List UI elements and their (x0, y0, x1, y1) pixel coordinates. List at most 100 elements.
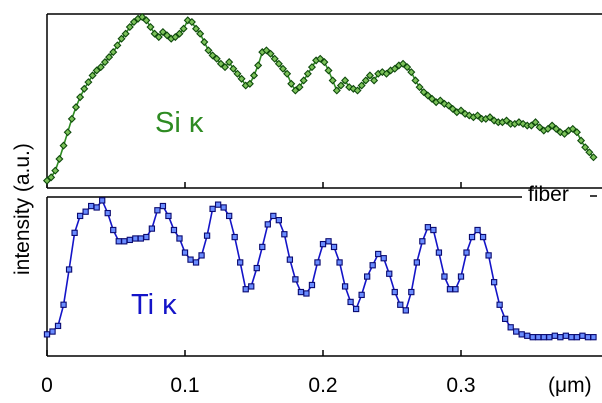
bottom-data-point-36 (242, 286, 249, 293)
bottom-data-point-88 (529, 334, 536, 341)
top-data-point-15 (105, 53, 114, 62)
ti-series-label: Ti κ (131, 289, 177, 321)
bottom-data-point-24 (176, 235, 183, 242)
bottom-data-point-72 (441, 273, 448, 280)
bottom-data-point-48 (308, 281, 316, 289)
top-data-point-17 (113, 41, 122, 50)
bottom-data-point-83 (502, 315, 509, 322)
top-data-point-132 (589, 153, 598, 162)
top-data-point-62 (299, 76, 308, 85)
bottom-data-point-54 (341, 283, 349, 290)
top-data-point-16 (109, 48, 118, 57)
bottom-data-point-91 (546, 334, 553, 341)
top-data-point-40 (208, 51, 217, 60)
top-data-point-89 (411, 76, 420, 85)
top-data-point-88 (407, 68, 416, 77)
top-data-point-63 (303, 69, 312, 78)
top-data-point-0 (42, 176, 52, 185)
top-data-point-92 (423, 91, 432, 100)
x-tick-label-1: 0.1 (170, 374, 199, 397)
bottom-data-point-76 (463, 249, 470, 256)
top-series-line (46, 16, 595, 182)
y-axis-label: intensity (a.u.) (11, 143, 34, 275)
top-data-point-20 (125, 22, 134, 32)
top-data-point-90 (415, 83, 424, 92)
top-data-point-116 (523, 121, 532, 130)
top-data-point-51 (254, 61, 263, 70)
x-tick-label-3: 0.3 (446, 374, 475, 397)
bottom-data-point-40 (264, 221, 271, 228)
bottom-data-point-30 (209, 205, 216, 213)
top-data-point-60 (291, 86, 300, 95)
bottom-data-point-64 (397, 301, 404, 308)
top-data-point-4 (59, 141, 68, 150)
top-data-point-46 (233, 69, 242, 78)
top-data-point-67 (320, 58, 329, 67)
top-data-point-54 (266, 49, 275, 58)
top-data-point-119 (535, 123, 544, 132)
bottom-data-point-87 (524, 332, 531, 339)
x-axis-unit: (μm) (548, 374, 592, 397)
bottom-data-point-79 (479, 233, 487, 241)
bottom-data-point-77 (468, 233, 476, 241)
top-data-point-26 (150, 29, 159, 38)
top-data-point-55 (270, 54, 279, 63)
bottom-data-point-68 (419, 238, 426, 245)
top-data-point-118 (531, 118, 540, 127)
top-data-point-82 (382, 69, 391, 78)
bottom-data-point-44 (286, 256, 294, 263)
top-data-point-131 (585, 148, 594, 157)
bottom-data-point-57 (358, 291, 365, 299)
bottom-data-point-81 (490, 279, 498, 286)
top-data-point-35 (187, 17, 196, 27)
bottom-data-point-4 (65, 266, 73, 273)
top-data-point-58 (283, 69, 292, 78)
top-data-point-45 (229, 64, 238, 73)
top-data-point-2 (51, 166, 60, 175)
bottom-data-point-49 (314, 259, 321, 266)
top-data-point-100 (456, 106, 466, 115)
top-data-point-8 (76, 93, 85, 102)
top-data-point-56 (274, 59, 283, 68)
bottom-panel: Ti κ (43, 196, 602, 357)
top-data-point-14 (100, 58, 109, 67)
bottom-data-point-16 (132, 235, 139, 242)
bottom-data-point-51 (325, 238, 332, 245)
bottom-data-point-12 (110, 226, 117, 234)
top-data-point-84 (390, 64, 399, 73)
top-data-point-87 (403, 63, 412, 72)
top-data-point-61 (295, 83, 304, 92)
top-data-point-10 (84, 78, 93, 87)
top-data-point-117 (527, 121, 536, 130)
bottom-data-point-9 (93, 204, 100, 211)
bottom-data-point-7 (82, 208, 89, 215)
top-data-point-43 (220, 63, 230, 72)
bottom-data-point-39 (259, 243, 266, 251)
top-data-point-33 (179, 24, 188, 33)
bottom-data-point-89 (535, 334, 542, 341)
top-data-point-95 (436, 96, 445, 105)
top-panel-ticks (46, 182, 462, 188)
bottom-data-point-55 (347, 298, 354, 306)
top-data-point-121 (543, 124, 552, 133)
bottom-data-point-32 (220, 204, 227, 211)
top-data-point-13 (96, 63, 105, 72)
top-data-point-71 (336, 81, 345, 90)
top-data-point-3 (55, 154, 64, 163)
ti-series (43, 197, 597, 341)
bottom-data-point-38 (253, 264, 260, 272)
bottom-data-point-95 (568, 334, 575, 341)
top-data-point-42 (216, 59, 225, 68)
top-data-point-75 (353, 86, 362, 95)
bottom-data-point-94 (562, 332, 570, 339)
bottom-data-point-27 (192, 259, 200, 266)
top-data-point-7 (71, 103, 81, 112)
top-data-point-86 (399, 59, 408, 68)
top-data-point-5 (63, 128, 72, 137)
bottom-data-point-99 (590, 334, 597, 341)
top-data-point-77 (361, 76, 370, 85)
top-data-point-25 (146, 22, 155, 32)
bottom-data-point-8 (88, 202, 95, 210)
bottom-data-point-5 (71, 229, 78, 236)
top-data-point-107 (485, 113, 495, 122)
